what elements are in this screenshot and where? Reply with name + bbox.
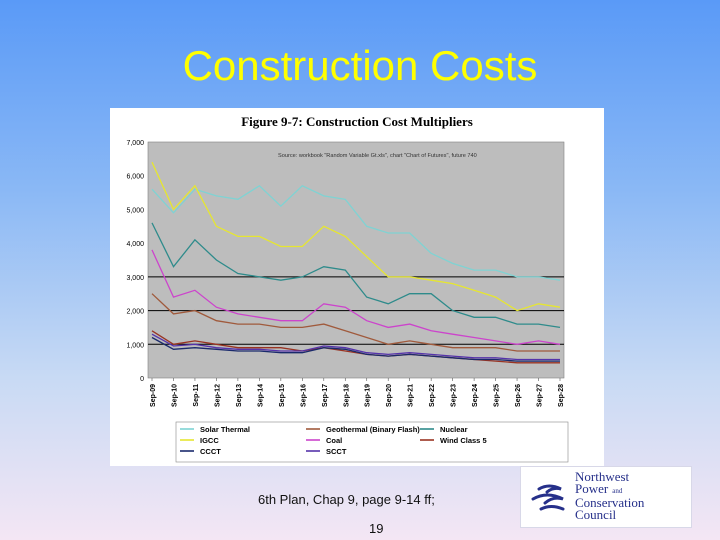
x-tick-label: Sep-20 [386,384,393,407]
logo-and: and [612,487,623,495]
logo-line3: Conservation [575,495,645,510]
slide-title: Construction Costs [182,42,538,89]
legend-label: SCCT [326,447,347,456]
chart-title: Figure 9-7: Construction Cost Multiplier… [241,114,473,129]
plot-area [147,141,565,379]
legend-label: Solar Thermal [200,425,250,434]
series-line-igcc [151,161,561,312]
chart-figure: Figure 9-7: Construction Cost Multiplier… [110,108,604,466]
series-line-wind-class-5 [151,330,560,364]
x-tick-label: Sep-11 [193,384,200,407]
x-tick-label: Sep-16 [300,384,307,407]
x-tick-label: Sep-19 [365,384,372,407]
x-tick-label: Sep-26 [515,384,522,407]
x-tick-label: Sep-27 [537,384,544,407]
logo-text: Northwest Power and Conservation Council [575,469,645,522]
legend-label: Geothermal (Binary Flash) [326,425,420,434]
series-line-ccct [151,336,560,362]
x-tick-label: Sep-10 [171,384,178,407]
source-note: Source: workbook "Random Variable Gt.xls… [278,153,477,159]
y-tick-label: 0 [140,376,144,383]
series-line-solar-thermal [151,184,561,281]
x-tick-label: Sep-14 [257,384,264,407]
y-tick-label: 4,000 [126,241,144,248]
y-tick-label: 6,000 [126,174,144,181]
chart-svg: Figure 9-7: Construction Cost Multiplier… [126,114,569,463]
y-tick-label: 2,000 [126,309,144,316]
y-tick-label: 7,000 [126,140,144,147]
logo-line1: Northwest [575,469,630,484]
legend-box [175,421,569,463]
x-tick-label: Sep-28 [558,384,565,407]
slide-caption: 6th Plan, Chap 9, page 9-14 ff; [258,492,435,507]
x-tick-label: Sep-15 [279,384,286,407]
x-tick-label: Sep-23 [451,384,458,407]
legend-label: CCCT [200,447,221,456]
series-line-geothermal-binary-flash- [151,293,560,352]
logo-line2: Power [575,481,609,496]
logo-line4: Council [575,507,617,522]
series-line-coal [151,249,561,345]
y-tick-label: 1,000 [126,342,144,349]
logo-swirl-icon [531,484,565,511]
y-tick-label: 5,000 [126,207,144,214]
legend-label: Nuclear [440,425,468,434]
x-tick-label: Sep-12 [214,384,221,407]
legend-label: Coal [326,436,342,445]
series-line-scct [151,333,560,361]
series-line-nuclear [151,222,561,329]
legend-label: IGCC [200,436,219,445]
page-number: 19 [369,521,384,536]
x-tick-label: Sep-17 [322,384,329,407]
x-tick-label: Sep-13 [236,384,243,407]
x-tick-label: Sep-22 [429,384,436,407]
x-tick-label: Sep-25 [494,384,501,407]
x-tick-label: Sep-09 [150,384,157,407]
x-tick-label: Sep-18 [343,384,350,407]
council-logo: Northwest Power and Conservation Council [520,466,692,528]
x-tick-label: Sep-24 [472,384,479,407]
legend-label: Wind Class 5 [440,436,487,445]
y-tick-label: 3,000 [126,275,144,282]
x-tick-label: Sep-21 [408,384,415,407]
